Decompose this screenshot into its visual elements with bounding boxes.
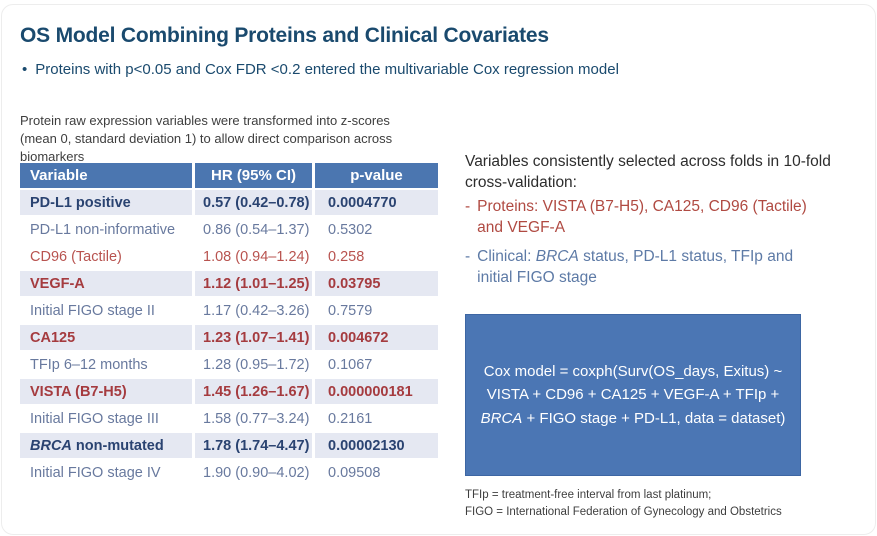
table-row: TFIp 6–12 months 1.28 (0.95–1.72) 0.1067 [20,352,438,379]
clinical-bullet: - Clinical: BRCA status, PD-L1 status, TF… [465,247,865,288]
slide-title: OS Model Combining Proteins and Clinical… [20,24,549,47]
table-body: PD-L1 positive 0.57 (0.42–0.78) 0.0004770 P… [20,190,438,487]
table-header-row: Variable HR (95% CI) p-value [20,163,438,190]
hr-cell: 1.45 (1.26–1.67) [195,379,315,406]
bullet-content: Clinical: BRCA status, PD-L1 status, TFI… [477,247,793,288]
table-row: Initial FIGO stage IV 1.90 (0.90–4.02) 0.0… [20,460,438,487]
p-value-cell: 0.0004770 [315,190,438,217]
text-line: Proteins: VISTA (B7-H5), CA125, CD96 (Ta… [477,198,807,215]
text-line: VISTA + CD96 + CA125 + VEGF-A + TFIp + [486,386,780,404]
hr-cell: 1.28 (0.95–1.72) [195,352,315,379]
hr-cell: 0.86 (0.54–1.37) [195,217,315,244]
hr-cell: 0.57 (0.42–0.78) [195,190,315,217]
text-line: FIGO = International Federation of Gynec… [465,505,782,518]
p-value-cell: 0.5302 [315,217,438,244]
text-line: Cox model = coxph(Surv(OS_days, Exitus) … [483,363,783,381]
table-row: Initial FIGO stage III 1.58 (0.77–3.24) 0.… [20,406,438,433]
text-line: Variables consistently selected across f… [465,153,831,170]
dash-marker: - [465,248,471,266]
p-value-cell: 0.004672 [315,325,438,352]
zscore-note: Protein raw expression variables were tr… [20,112,460,167]
variable-cell: VEGF-A [20,271,195,298]
table-row: BRCA non-mutated 1.78 (1.74–4.47) 0.000021… [20,433,438,460]
hr-cell: 1.90 (0.90–4.02) [195,460,315,487]
table-row: Initial FIGO stage II 1.17 (0.42–3.26) 0.7… [20,298,438,325]
text-line: BRCA + FIGO stage + PD-L1, data = datase… [480,409,786,427]
table-row: VISTA (B7-H5) 1.45 (1.26–1.67) 0.000000181 [20,379,438,406]
p-value-cell: 0.7579 [315,298,438,325]
table-row: CA125 1.23 (1.07–1.41) 0.004672 [20,325,438,352]
hr-cell: 1.58 (0.77–3.24) [195,406,315,433]
hr-cell: 1.17 (0.42–3.26) [195,298,315,325]
variable-cell: CA125 [20,325,195,352]
right-bullets: - Proteins: VISTA (B7-H5), CA125, CD96 (T… [465,197,865,297]
variable-cell: CD96 (Tactile) [20,244,195,271]
proteins-bullet: - Proteins: VISTA (B7-H5), CA125, CD96 (T… [465,197,865,238]
p-value-cell: 0.09508 [315,460,438,487]
cox-model-box: Cox model = coxph(Surv(OS_days, Exitus) … [465,314,801,476]
p-value-cell: 0.1067 [315,352,438,379]
p-value-cell: 0.258 [315,244,438,271]
bullet-dot-icon: • [22,61,28,78]
column-header-pvalue: p-value [315,163,438,190]
table-row: CD96 (Tactile) 1.08 (0.94–1.24) 0.258 [20,244,438,271]
p-value-cell: 0.00002130 [315,433,438,460]
bullet-content: Proteins: VISTA (B7-H5), CA125, CD96 (Ta… [477,197,807,238]
variable-cell: Initial FIGO stage II [20,298,195,325]
variable-cell: Initial FIGO stage III [20,406,195,433]
subtitle-text: Proteins with p<0.05 and Cox FDR <0.2 en… [35,61,619,78]
column-header-hr: HR (95% CI) [195,163,315,190]
text-line: TFIp = treatment-free interval from last… [465,489,712,501]
text-line: initial FIGO stage [477,268,597,286]
text-line: Clinical: BRCA status, PD-L1 status, TFI… [477,248,794,266]
p-value-cell: 0.000000181 [315,379,438,406]
text-line: and VEGF-A [477,218,566,236]
text-line: Protein raw expression variables were tr… [20,113,390,128]
hr-cell: 1.12 (1.01–1.25) [195,271,315,298]
p-value-cell: 0.2161 [315,406,438,433]
table-row: PD-L1 positive 0.57 (0.42–0.78) 0.0004770 [20,190,438,217]
text-line: (mean 0, standard deviation 1) to allow … [20,131,393,165]
hr-cell: 1.23 (1.07–1.41) [195,325,315,352]
variable-cell: VISTA (B7-H5) [20,379,195,406]
variable-cell: BRCA non-mutated [20,433,195,460]
p-value-cell: 0.03795 [315,271,438,298]
results-table: Variable HR (95% CI) p-value PD-L1 posit… [20,163,438,487]
hr-cell: 1.08 (0.94–1.24) [195,244,315,271]
cross-validation-heading: Variables consistently selected across f… [465,152,875,193]
hr-cell: 1.78 (1.74–4.47) [195,433,315,460]
variable-cell: Initial FIGO stage IV [20,460,195,487]
variable-cell: PD-L1 positive [20,190,195,217]
abbreviation-footnotes: TFIp = treatment-free interval from last… [465,487,875,520]
variable-cell: PD-L1 non-informative [20,217,195,244]
table-row: PD-L1 non-informative 0.86 (0.54–1.37) 0.5… [20,217,438,244]
dash-marker: - [465,198,471,215]
subtitle-bullet: • Proteins with p<0.05 and Cox FDR <0.2 … [22,61,842,79]
results-table-wrap: Variable HR (95% CI) p-value PD-L1 posit… [20,163,438,487]
variable-cell: TFIp 6–12 months [20,352,195,379]
text-line: cross-validation: [465,173,577,191]
table-row: VEGF-A 1.12 (1.01–1.25) 0.03795 [20,271,438,298]
column-header-variable: Variable [20,163,195,190]
